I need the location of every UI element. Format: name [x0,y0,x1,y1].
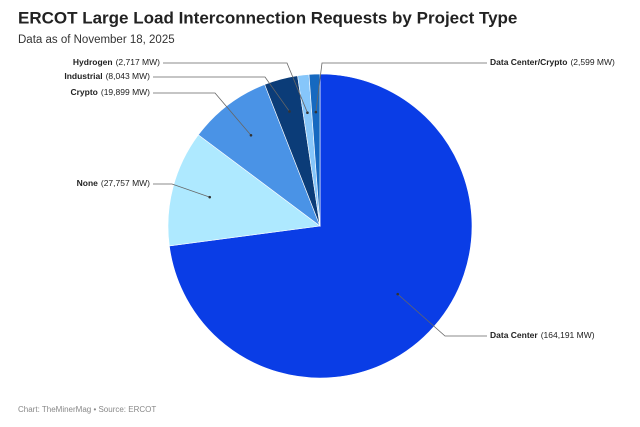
leader-line [153,76,290,112]
leader-dot [306,111,309,114]
slice-label-value: (8,043 MW) [106,71,151,81]
slice-label: Industrial (8,043 MW) [64,71,150,81]
slice-label-name: Data Center/Crypto [490,57,567,67]
slice-label-value: (27,757 MW) [101,178,150,188]
pie-slice [167,134,321,247]
slice-label-name: Industrial [64,71,102,81]
slice-label-value: (2,717 MW) [116,57,161,67]
leader-dot [249,133,253,137]
leader-dot [396,292,400,296]
slice-label-name: Data Center [490,330,538,340]
leader-line [163,62,308,113]
slice-label: Data Center (164,191 MW) [490,330,595,340]
leader-dot [314,110,318,114]
leader-line [315,62,487,113]
pie-slice [197,84,321,227]
slice-label-name: Hydrogen [73,57,113,67]
slice-label-name: None [77,178,99,188]
slice-label-value: (2,599 MW) [570,57,615,67]
chart-subtitle: Data as of November 18, 2025 [18,34,175,46]
leader-line [153,92,252,136]
slice-label-value: (19,899 MW) [101,87,150,97]
slice-label-value: (164,191 MW) [541,330,595,340]
slice-label: None (27,757 MW) [77,178,151,188]
slice-label: Data Center/Crypto (2,599 MW) [490,57,615,67]
slice-label: Crypto (19,899 MW) [70,87,150,97]
leader-line [397,293,487,337]
chart-title: ERCOT Large Load Interconnection Request… [18,8,517,27]
leader-line [153,183,210,198]
slice-label: Hydrogen (2,717 MW) [73,57,160,67]
chart-footer: Chart: TheMinerMag • Source: ERCOT [18,405,156,414]
leader-dot [288,110,291,113]
slice-label-name: Crypto [70,87,97,97]
pie-slice [308,73,321,227]
leader-dot [208,195,212,199]
